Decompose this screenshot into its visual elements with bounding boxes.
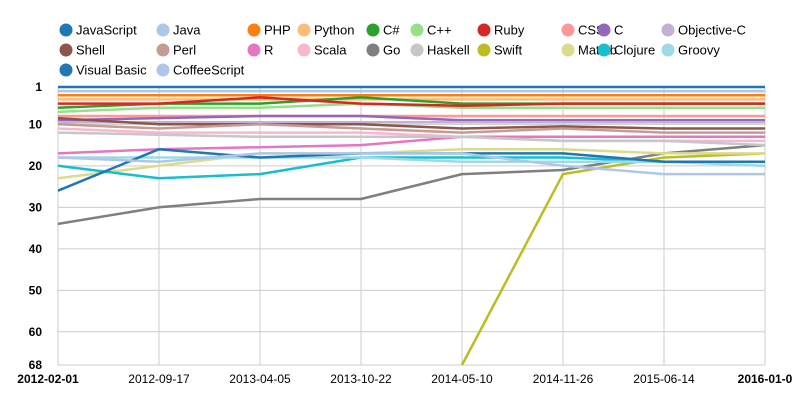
y-tick-label: 60 (29, 325, 43, 339)
legend-label: R (264, 43, 273, 58)
legend-marker (297, 23, 311, 37)
legend-marker (59, 23, 73, 37)
series-lines (57, 85, 766, 366)
series-line-perl[interactable] (57, 123, 765, 134)
legend-item-haskell[interactable]: Haskell (410, 43, 470, 58)
legend-marker (597, 43, 611, 57)
legend-item-clojure[interactable]: Clojure (597, 43, 656, 58)
legend-marker (156, 43, 170, 57)
legend-label: Shell (76, 43, 105, 58)
series-line-r[interactable] (57, 135, 765, 155)
legend-item-python[interactable]: Python (297, 23, 355, 38)
legend-label: Clojure (614, 43, 655, 58)
legend: JavaScript Java PHP Python C# C++ Ruby CSS C Obje… (59, 23, 746, 78)
legend-item-groovy[interactable]: Groovy (661, 43, 721, 58)
legend-marker (366, 23, 380, 37)
legend-marker (366, 43, 380, 57)
legend-marker (477, 23, 491, 37)
x-tick-label: 2013-04-05 (229, 372, 291, 386)
legend-marker (247, 23, 261, 37)
legend-marker (410, 43, 424, 57)
legend-item-c-[interactable]: C++ (410, 23, 452, 38)
legend-marker (597, 23, 611, 37)
legend-label: C# (383, 23, 400, 38)
x-tick-label: 2013-10-22 (330, 372, 392, 386)
series-line-matlab[interactable] (57, 147, 765, 180)
legend-item-coffeescript[interactable]: CoffeeScript (156, 63, 245, 78)
grid (57, 86, 766, 366)
x-tick-label: 2016-01-0 (738, 372, 793, 386)
legend-label: Python (314, 23, 354, 38)
legend-label: Scala (314, 43, 347, 58)
legend-item-shell[interactable]: Shell (59, 43, 106, 58)
legend-item-java[interactable]: Java (156, 23, 202, 38)
legend-marker (156, 23, 170, 37)
legend-item-c[interactable]: C (597, 23, 624, 38)
legend-item-r[interactable]: R (247, 43, 274, 58)
legend-marker (247, 43, 261, 57)
series-line-go[interactable] (57, 143, 766, 226)
series-line-haskell[interactable] (57, 131, 766, 147)
legend-marker (561, 23, 575, 37)
legend-item-perl[interactable]: Perl (156, 43, 197, 58)
legend-marker (661, 23, 675, 37)
legend-item-ruby[interactable]: Ruby (477, 23, 525, 38)
series-line-shell[interactable] (57, 116, 765, 130)
legend-marker (477, 43, 491, 57)
legend-label: Ruby (494, 23, 525, 38)
x-tick-label: 2014-11-26 (533, 372, 594, 386)
legend-label: JavaScript (76, 23, 137, 38)
legend-label: Visual Basic (76, 63, 147, 78)
y-tick-label: 10 (29, 117, 43, 131)
y-tick-label: 68 (29, 358, 43, 372)
legend-marker (410, 23, 424, 37)
legend-item-objective-c[interactable]: Objective-C (661, 23, 746, 38)
x-tick-label: 2015-06-14 (633, 372, 695, 386)
legend-marker (59, 63, 73, 77)
legend-label: PHP (264, 23, 291, 38)
series-line-swift[interactable] (460, 152, 766, 366)
y-tick-label: 30 (29, 200, 43, 214)
series-line-ruby[interactable] (58, 96, 765, 107)
series-line-coffeescript[interactable] (57, 152, 765, 176)
legend-label: Java (173, 23, 201, 38)
series-line-c[interactable] (57, 114, 765, 122)
legend-marker (59, 43, 73, 57)
legend-marker (297, 43, 311, 57)
y-tick-label: 40 (29, 242, 43, 256)
legend-item-javascript[interactable]: JavaScript (59, 23, 138, 38)
legend-item-c-[interactable]: C# (366, 23, 401, 38)
legend-marker (156, 63, 170, 77)
legend-label: CSS (578, 23, 605, 38)
legend-item-visual-basic[interactable]: Visual Basic (59, 63, 148, 78)
y-tick-label: 20 (29, 159, 43, 173)
legend-item-go[interactable]: Go (366, 43, 401, 58)
legend-marker (661, 43, 675, 57)
legend-item-scala[interactable]: Scala (297, 43, 348, 58)
x-tick-label: 2014-05-10 (431, 372, 493, 386)
legend-label: Groovy (678, 43, 720, 58)
x-tick-label: 2012-02-01 (17, 372, 79, 386)
series-line-groovy[interactable] (58, 156, 766, 168)
x-tick-label: 2012-09-17 (128, 372, 190, 386)
y-tick-label: 50 (29, 283, 43, 297)
legend-label: Haskell (427, 43, 470, 58)
legend-item-swift[interactable]: Swift (477, 43, 523, 58)
legend-label: Go (383, 43, 400, 58)
legend-label: C (614, 23, 623, 38)
y-tick-label: 1 (35, 80, 42, 94)
legend-label: Swift (494, 43, 523, 58)
legend-item-php[interactable]: PHP (247, 23, 291, 38)
legend-label: CoffeeScript (173, 63, 245, 78)
legend-label: Perl (173, 43, 196, 58)
legend-label: C++ (427, 23, 452, 38)
legend-item-css[interactable]: CSS (561, 23, 606, 38)
legend-marker (561, 43, 575, 57)
legend-label: Objective-C (678, 23, 746, 38)
